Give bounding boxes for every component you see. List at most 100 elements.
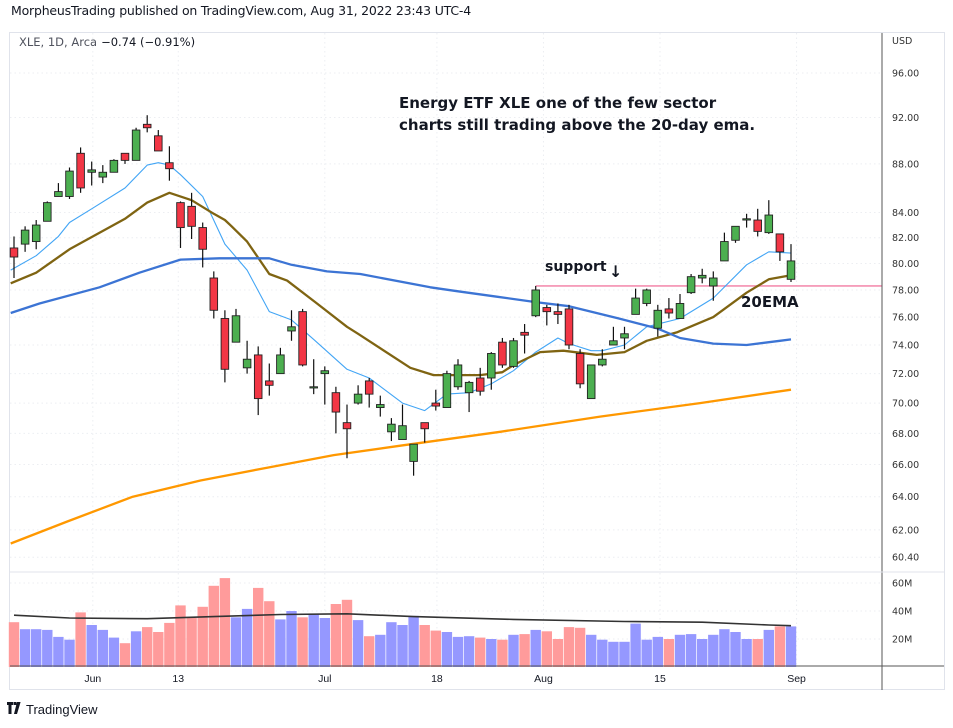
volume-bar[interactable] [497,639,508,667]
candle[interactable] [697,268,707,284]
candle[interactable] [531,285,540,318]
ema-20-line[interactable] [10,191,792,377]
volume-bar[interactable] [541,631,552,667]
candle[interactable] [642,288,651,307]
volume-bar[interactable] [364,636,375,667]
candle[interactable] [720,232,729,262]
candle[interactable] [231,308,241,343]
candle[interactable] [87,161,96,186]
ema-10-line[interactable] [10,162,792,412]
volume-bar[interactable] [619,641,630,667]
volume-bar[interactable] [463,636,475,667]
volume-bar[interactable] [297,617,308,667]
candle[interactable] [165,146,174,181]
volume-bar[interactable] [19,629,31,667]
volume-bar[interactable] [552,639,564,667]
candle[interactable] [287,310,296,341]
sma-200-line[interactable] [10,388,792,545]
candle[interactable] [586,364,596,400]
candle[interactable] [298,308,307,367]
volume-bar[interactable] [652,636,663,667]
candle[interactable] [253,346,263,416]
volume-bar[interactable] [730,632,741,667]
volume-bar[interactable] [130,631,142,667]
volume-bar[interactable] [197,606,208,667]
candle[interactable] [353,385,363,405]
candle[interactable] [265,363,274,396]
candle[interactable] [120,152,130,164]
candle[interactable] [709,271,718,301]
candle[interactable] [242,340,252,374]
volume-bar[interactable] [253,587,264,667]
candle[interactable] [109,159,119,173]
volume-bar[interactable] [8,622,20,667]
candle[interactable] [220,310,230,383]
volume-bar[interactable] [264,601,275,667]
symbol-legend[interactable]: XLE, 1D, Arca −0.74 (−0.91%) [19,35,195,49]
volume-bar[interactable] [741,639,752,667]
volume-bar[interactable] [519,634,530,667]
candle[interactable] [753,208,762,237]
candle[interactable] [431,389,441,411]
candle[interactable] [187,192,196,239]
volume-bar[interactable] [408,615,419,667]
volume-bar[interactable] [663,639,675,667]
candle[interactable] [364,377,374,408]
candle[interactable] [509,337,518,368]
volume-bar[interactable] [286,611,297,667]
volume-bar[interactable] [352,620,364,667]
candle[interactable] [320,366,330,405]
volume-bar[interactable] [75,612,86,667]
candle[interactable] [786,244,796,282]
candle[interactable] [631,288,640,315]
volume-bar[interactable] [164,622,175,667]
candle[interactable] [309,359,318,395]
candle[interactable] [464,380,474,413]
volume-bar[interactable] [153,632,164,667]
volume-bar[interactable] [452,636,464,667]
volume-bar[interactable] [397,625,408,667]
candle[interactable] [420,422,429,443]
candle[interactable] [442,370,452,409]
volume-bar[interactable] [752,639,763,667]
volume-bar[interactable] [42,629,53,667]
volume-bar[interactable] [142,627,153,667]
price-axis[interactable]: 96.00 92.00 88.00 84.00 82.00 80.00 78.00 76.00… [892,69,919,564]
candle[interactable] [664,298,674,319]
volume-bar[interactable] [275,619,286,667]
candle[interactable] [731,225,740,243]
volume-bar[interactable] [108,637,120,667]
candle[interactable] [686,274,696,295]
candle[interactable] [331,386,341,434]
volume-bar[interactable] [597,639,608,667]
candle[interactable] [742,213,751,228]
volume-axis[interactable]: 60M 40M 20M [892,579,912,646]
volume-bar[interactable] [574,627,586,667]
candle[interactable] [609,326,618,346]
candle[interactable] [342,404,352,459]
candle[interactable] [20,226,30,252]
volume-bar[interactable] [630,623,641,667]
volume-bar[interactable] [31,629,42,667]
candle[interactable] [276,347,285,375]
candle[interactable] [65,167,74,199]
sma-50-line[interactable] [10,257,792,347]
volume-bar[interactable] [685,634,697,667]
candle[interactable] [542,304,552,326]
candle[interactable] [553,303,563,325]
candle[interactable] [598,349,607,367]
candle[interactable] [675,294,685,319]
volume-bar[interactable] [86,625,97,667]
candle[interactable] [76,147,85,193]
candle[interactable] [453,359,463,390]
candle[interactable] [154,130,163,152]
volume-bar[interactable] [774,626,786,667]
candle[interactable] [775,233,785,261]
volume-bar[interactable] [308,613,319,667]
volume-bar[interactable] [330,604,342,667]
candle[interactable] [498,337,507,368]
candle[interactable] [387,418,396,442]
volume-bar[interactable] [441,632,453,667]
volume-bar[interactable] [586,634,597,667]
candle[interactable] [98,165,108,184]
